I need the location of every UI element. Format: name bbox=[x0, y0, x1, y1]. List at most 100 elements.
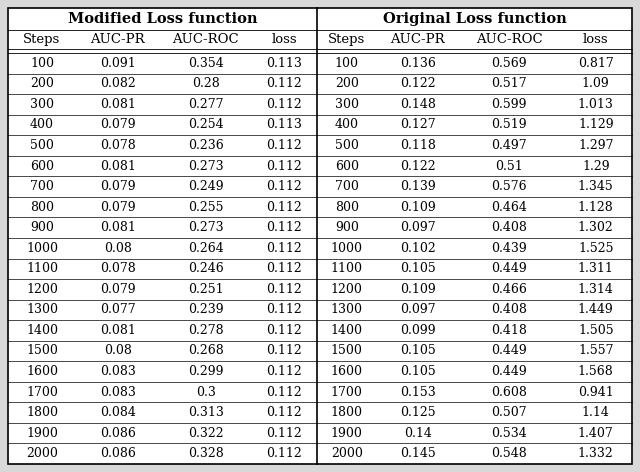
Text: 0.418: 0.418 bbox=[491, 324, 527, 337]
Text: 0.078: 0.078 bbox=[100, 262, 136, 275]
Text: AUC-PR: AUC-PR bbox=[390, 33, 445, 46]
Bar bbox=[317, 8, 632, 30]
Text: 0.083: 0.083 bbox=[100, 386, 136, 398]
Text: 1.505: 1.505 bbox=[578, 324, 614, 337]
Text: 0.136: 0.136 bbox=[400, 57, 436, 70]
Text: 500: 500 bbox=[30, 139, 54, 152]
Text: 1300: 1300 bbox=[331, 303, 363, 316]
Text: Original Loss function: Original Loss function bbox=[383, 12, 566, 26]
Text: 0.534: 0.534 bbox=[492, 427, 527, 440]
Text: AUC-ROC: AUC-ROC bbox=[172, 33, 239, 46]
Text: 0.097: 0.097 bbox=[400, 303, 436, 316]
Text: 1400: 1400 bbox=[331, 324, 363, 337]
Text: 0.817: 0.817 bbox=[578, 57, 614, 70]
Text: 1000: 1000 bbox=[26, 242, 58, 255]
Text: 0.517: 0.517 bbox=[492, 77, 527, 90]
Text: 0.113: 0.113 bbox=[266, 118, 302, 131]
Text: 0.322: 0.322 bbox=[188, 427, 223, 440]
Text: 0.145: 0.145 bbox=[400, 447, 436, 460]
Text: 0.313: 0.313 bbox=[188, 406, 223, 419]
Text: 1.129: 1.129 bbox=[578, 118, 614, 131]
Text: 0.105: 0.105 bbox=[400, 345, 436, 357]
Text: 1.314: 1.314 bbox=[578, 283, 614, 296]
Text: 0.081: 0.081 bbox=[100, 98, 136, 111]
Text: 0.097: 0.097 bbox=[400, 221, 436, 234]
Text: 0.328: 0.328 bbox=[188, 447, 223, 460]
Text: 0.122: 0.122 bbox=[400, 77, 436, 90]
Text: 0.273: 0.273 bbox=[188, 160, 223, 173]
Text: 0.081: 0.081 bbox=[100, 221, 136, 234]
Text: 2000: 2000 bbox=[331, 447, 363, 460]
Text: 0.112: 0.112 bbox=[267, 180, 302, 193]
Text: 1.345: 1.345 bbox=[578, 180, 614, 193]
Text: 0.449: 0.449 bbox=[492, 345, 527, 357]
Text: 0.254: 0.254 bbox=[188, 118, 223, 131]
Text: 0.099: 0.099 bbox=[400, 324, 436, 337]
Text: 200: 200 bbox=[335, 77, 359, 90]
Text: 0.112: 0.112 bbox=[267, 77, 302, 90]
Text: 0.112: 0.112 bbox=[267, 139, 302, 152]
Text: 800: 800 bbox=[335, 201, 359, 214]
Text: 0.112: 0.112 bbox=[267, 427, 302, 440]
Text: 100: 100 bbox=[30, 57, 54, 70]
Text: 0.105: 0.105 bbox=[400, 365, 436, 378]
Text: 2000: 2000 bbox=[26, 447, 58, 460]
Text: 0.118: 0.118 bbox=[400, 139, 436, 152]
Text: 0.112: 0.112 bbox=[267, 447, 302, 460]
Text: 1100: 1100 bbox=[26, 262, 58, 275]
Text: 0.079: 0.079 bbox=[100, 283, 136, 296]
Text: 800: 800 bbox=[30, 201, 54, 214]
Text: 0.408: 0.408 bbox=[491, 303, 527, 316]
Text: 0.354: 0.354 bbox=[188, 57, 223, 70]
Text: AUC-ROC: AUC-ROC bbox=[476, 33, 543, 46]
Text: 0.246: 0.246 bbox=[188, 262, 223, 275]
Text: 0.569: 0.569 bbox=[492, 57, 527, 70]
Text: AUC-PR: AUC-PR bbox=[90, 33, 145, 46]
Text: 0.277: 0.277 bbox=[188, 98, 223, 111]
Text: 0.941: 0.941 bbox=[578, 386, 614, 398]
Text: 0.439: 0.439 bbox=[492, 242, 527, 255]
Text: 1800: 1800 bbox=[331, 406, 363, 419]
Text: 700: 700 bbox=[335, 180, 359, 193]
Text: 1.525: 1.525 bbox=[578, 242, 614, 255]
Text: 1200: 1200 bbox=[331, 283, 363, 296]
Text: 0.112: 0.112 bbox=[267, 283, 302, 296]
Text: 0.125: 0.125 bbox=[400, 406, 436, 419]
Text: 1.09: 1.09 bbox=[582, 77, 610, 90]
Text: loss: loss bbox=[583, 33, 609, 46]
Text: 0.3: 0.3 bbox=[196, 386, 216, 398]
Text: 1.332: 1.332 bbox=[578, 447, 614, 460]
Text: 500: 500 bbox=[335, 139, 359, 152]
Text: 0.077: 0.077 bbox=[100, 303, 136, 316]
Text: 0.255: 0.255 bbox=[188, 201, 223, 214]
Text: 0.273: 0.273 bbox=[188, 221, 223, 234]
Text: 900: 900 bbox=[30, 221, 54, 234]
Text: 0.08: 0.08 bbox=[104, 242, 132, 255]
Text: 0.264: 0.264 bbox=[188, 242, 223, 255]
Text: 0.112: 0.112 bbox=[267, 98, 302, 111]
Text: 0.109: 0.109 bbox=[400, 201, 436, 214]
Text: 0.497: 0.497 bbox=[492, 139, 527, 152]
Text: 0.091: 0.091 bbox=[100, 57, 136, 70]
Text: 1.013: 1.013 bbox=[578, 98, 614, 111]
Text: 0.139: 0.139 bbox=[400, 180, 436, 193]
Text: 0.102: 0.102 bbox=[400, 242, 436, 255]
Text: 0.278: 0.278 bbox=[188, 324, 223, 337]
Text: 0.084: 0.084 bbox=[100, 406, 136, 419]
Text: loss: loss bbox=[271, 33, 297, 46]
Text: 0.51: 0.51 bbox=[495, 160, 523, 173]
Text: 400: 400 bbox=[30, 118, 54, 131]
Text: 0.608: 0.608 bbox=[491, 386, 527, 398]
Text: 1.449: 1.449 bbox=[578, 303, 614, 316]
Text: 600: 600 bbox=[335, 160, 359, 173]
Text: 1.14: 1.14 bbox=[582, 406, 610, 419]
Text: 0.112: 0.112 bbox=[267, 221, 302, 234]
Text: 200: 200 bbox=[30, 77, 54, 90]
Text: 0.449: 0.449 bbox=[492, 262, 527, 275]
Text: 0.408: 0.408 bbox=[491, 221, 527, 234]
Text: 1700: 1700 bbox=[331, 386, 363, 398]
Text: 0.112: 0.112 bbox=[267, 262, 302, 275]
Text: 0.112: 0.112 bbox=[267, 365, 302, 378]
Text: 1000: 1000 bbox=[331, 242, 363, 255]
Text: 0.466: 0.466 bbox=[491, 283, 527, 296]
